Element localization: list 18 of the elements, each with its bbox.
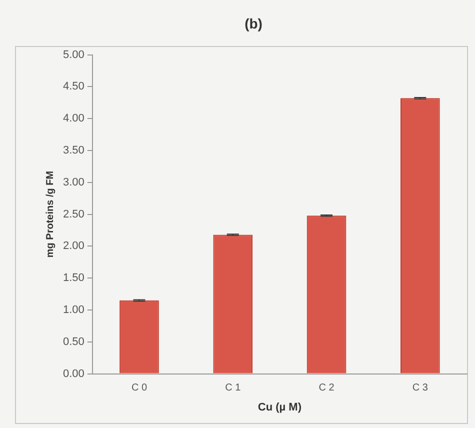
y-tick-label: 3.50 <box>62 144 84 157</box>
y-tick-label: 1.50 <box>62 272 84 284</box>
y-tick-label: 4.00 <box>62 112 84 125</box>
y-tick-label: 5.00 <box>62 48 84 61</box>
y-tick-label: 0.50 <box>62 336 84 348</box>
y-axis-title: mg Proteins /g FM <box>44 170 56 258</box>
x-tick-label: C 1 <box>225 382 242 394</box>
chart-title: (b) <box>244 15 262 32</box>
y-tick-label: 2.50 <box>62 208 84 220</box>
y-tick-label: 0.00 <box>62 368 84 380</box>
x-tick-label: C 3 <box>412 382 428 394</box>
x-tick-label: C 2 <box>318 382 335 394</box>
y-tick-label: 1.00 <box>62 304 84 316</box>
x-tick-label: C 0 <box>131 382 148 394</box>
x-axis-title: Cu (µ M) <box>258 401 302 414</box>
y-tick-label: 3.00 <box>62 176 84 188</box>
y-tick-label: 2.00 <box>62 240 84 252</box>
y-tick-label: 4.50 <box>62 80 84 93</box>
